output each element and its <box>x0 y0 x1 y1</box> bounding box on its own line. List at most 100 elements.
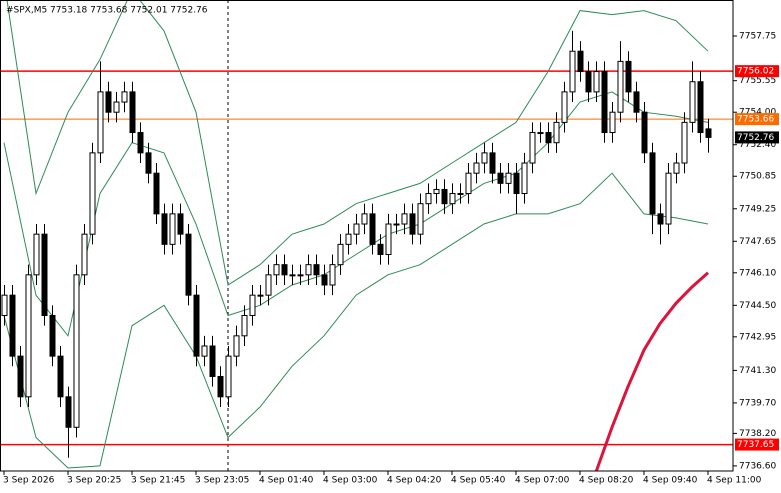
plot-frame <box>0 0 734 472</box>
candle-body <box>633 91 640 113</box>
candle-body <box>449 193 456 205</box>
candle-body <box>25 274 32 398</box>
bollinger-band <box>3 91 709 337</box>
x-tick-label: 3 Sep 2026 <box>3 476 55 486</box>
candle-body <box>89 152 96 235</box>
x-tick-label: 3 Sep 21:45 <box>131 476 185 486</box>
x-tick-label: 4 Sep 09:40 <box>643 476 698 486</box>
candle-body <box>241 314 248 337</box>
candle-body <box>177 213 184 235</box>
candle-body <box>673 162 680 174</box>
candle-body <box>617 60 624 113</box>
y-tick-label: 7744.50 <box>739 301 776 311</box>
candle-body <box>481 152 488 164</box>
candle-body <box>297 274 304 277</box>
candle-body <box>9 294 16 357</box>
candle-body <box>105 91 112 113</box>
candle-body <box>201 345 208 357</box>
candle-body <box>345 233 352 245</box>
candle-body <box>369 213 376 245</box>
candle-body <box>681 121 688 164</box>
last-price-tag <box>735 131 779 144</box>
y-tick-label: 7736.60 <box>739 461 776 471</box>
x-tick-label: 4 Sep 07:00 <box>515 476 570 486</box>
candle-body <box>185 233 192 296</box>
y-tick-label: 7747.65 <box>739 237 776 247</box>
x-tick-label: 4 Sep 03:00 <box>323 476 378 486</box>
candle-body <box>289 274 296 277</box>
candle-body <box>97 91 104 154</box>
candle-body <box>225 355 232 398</box>
candle-body <box>409 213 416 235</box>
candle-body <box>161 213 168 245</box>
candle-body <box>569 50 576 93</box>
candle-body <box>529 132 536 164</box>
candle-body <box>665 172 672 225</box>
candle-body <box>257 294 264 297</box>
candle-body <box>313 264 320 276</box>
candle-body <box>121 91 128 103</box>
candle-body <box>441 188 448 205</box>
candle-body <box>1 294 8 316</box>
candle-body <box>609 111 616 134</box>
candle-body <box>337 243 344 266</box>
x-tick-label: 4 Sep 08:20 <box>579 476 634 486</box>
moving-average <box>594 271 709 471</box>
y-tick-label: 7741.30 <box>739 366 776 376</box>
candle-body <box>273 264 280 276</box>
level-tag-label: 7756.02 <box>737 67 774 77</box>
candle-body <box>521 162 528 195</box>
candle-body <box>401 213 408 225</box>
candle-body <box>425 193 432 205</box>
y-tick-label: 7755.55 <box>739 76 776 86</box>
candle-body <box>505 172 512 184</box>
y-tick-label: 7746.10 <box>739 268 776 278</box>
candle-body <box>217 375 224 398</box>
candle-body <box>689 81 696 123</box>
candle-body <box>473 162 480 174</box>
candle-body <box>153 172 160 215</box>
candle-body <box>169 213 176 245</box>
candle-body <box>457 193 464 196</box>
candle-body <box>265 274 272 296</box>
y-tick-label: 7757.75 <box>739 31 776 41</box>
candle-body <box>641 111 648 154</box>
candle-body <box>361 213 368 225</box>
level-tag-label: 7737.65 <box>737 440 774 450</box>
candle-body <box>585 71 592 93</box>
candle-body <box>129 91 136 134</box>
bollinger-band <box>6 0 709 286</box>
candle-body <box>377 243 384 256</box>
y-tick-label: 7754.00 <box>739 108 776 118</box>
candle-body <box>553 121 560 144</box>
candle-body <box>113 101 120 113</box>
last-price-tag-label: 7752.76 <box>737 133 774 143</box>
candle-body <box>57 355 64 398</box>
plot-area <box>0 0 733 471</box>
x-tick-label: 4 Sep 04:20 <box>387 476 442 486</box>
candle-body <box>73 274 80 428</box>
x-tick-label: 4 Sep 05:40 <box>451 476 506 486</box>
x-tick-label: 4 Sep 01:40 <box>259 476 314 486</box>
candle-body <box>65 396 72 428</box>
candle-body <box>625 60 632 93</box>
candle-body <box>137 132 144 154</box>
candle-body <box>209 345 216 377</box>
candle-body <box>545 132 552 144</box>
candle-body <box>433 188 440 195</box>
level-tag <box>735 113 779 126</box>
y-tick-label: 7749.25 <box>739 204 776 214</box>
candle-body <box>305 264 312 276</box>
y-tick-label: 7739.70 <box>739 398 776 408</box>
candle-body <box>537 132 544 135</box>
x-tick-label: 3 Sep 23:05 <box>195 476 249 486</box>
candle-body <box>577 50 584 73</box>
candle-body <box>497 172 504 184</box>
candle-body <box>385 223 392 256</box>
candle-body <box>393 223 400 226</box>
candle-body <box>329 264 336 286</box>
candle-body <box>417 203 424 235</box>
candle-body <box>513 172 520 195</box>
candle-body <box>49 314 56 357</box>
